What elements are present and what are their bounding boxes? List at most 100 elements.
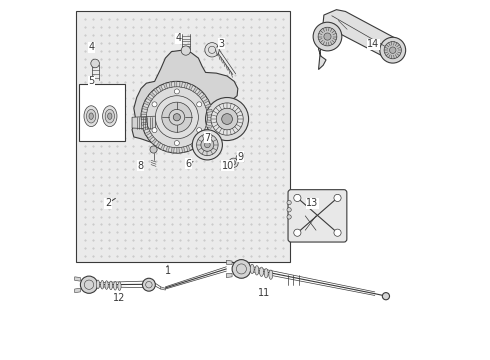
Text: 11: 11 [258, 288, 270, 298]
Circle shape [318, 27, 337, 46]
Polygon shape [171, 147, 174, 153]
Polygon shape [201, 134, 207, 138]
Text: 5: 5 [88, 76, 95, 86]
Circle shape [216, 108, 238, 130]
Circle shape [287, 201, 291, 205]
Circle shape [173, 114, 180, 121]
Ellipse shape [84, 106, 98, 127]
Circle shape [205, 42, 219, 57]
Polygon shape [184, 82, 188, 88]
Circle shape [238, 156, 241, 159]
Polygon shape [204, 129, 210, 134]
Polygon shape [226, 260, 232, 265]
Text: 12: 12 [113, 293, 125, 303]
Polygon shape [143, 127, 148, 131]
Ellipse shape [105, 281, 108, 289]
Ellipse shape [110, 118, 114, 129]
Bar [79, 84, 125, 140]
Text: 4: 4 [89, 42, 95, 52]
Circle shape [231, 161, 236, 165]
Polygon shape [161, 144, 165, 150]
Circle shape [99, 121, 117, 139]
Ellipse shape [269, 270, 273, 279]
Text: 14: 14 [368, 40, 380, 49]
Bar [76, 12, 290, 262]
Polygon shape [169, 82, 172, 87]
Polygon shape [182, 147, 185, 153]
Circle shape [152, 128, 157, 133]
Circle shape [91, 59, 99, 68]
Ellipse shape [260, 267, 264, 276]
Ellipse shape [114, 282, 117, 290]
Circle shape [192, 130, 222, 160]
Ellipse shape [255, 266, 259, 275]
Circle shape [80, 276, 98, 293]
Polygon shape [154, 88, 159, 94]
Circle shape [221, 114, 232, 125]
Polygon shape [74, 277, 80, 281]
Polygon shape [166, 146, 170, 152]
Ellipse shape [105, 109, 115, 123]
Polygon shape [198, 137, 204, 143]
Polygon shape [193, 87, 198, 93]
Polygon shape [74, 288, 80, 293]
Polygon shape [95, 121, 104, 128]
Circle shape [232, 260, 251, 278]
Polygon shape [205, 104, 211, 108]
Circle shape [93, 120, 98, 126]
Ellipse shape [97, 280, 99, 289]
Ellipse shape [87, 109, 96, 123]
Ellipse shape [89, 113, 93, 120]
Polygon shape [206, 125, 212, 128]
Polygon shape [207, 120, 213, 123]
Polygon shape [150, 92, 155, 97]
Polygon shape [207, 109, 212, 112]
Circle shape [196, 102, 202, 107]
Ellipse shape [100, 280, 104, 289]
Text: 2: 2 [105, 198, 111, 208]
Circle shape [155, 96, 198, 139]
Circle shape [380, 37, 406, 63]
Polygon shape [95, 132, 104, 138]
Polygon shape [197, 90, 202, 96]
Circle shape [196, 128, 202, 133]
Polygon shape [195, 141, 200, 146]
Ellipse shape [264, 269, 268, 278]
Text: 13: 13 [306, 198, 318, 208]
Polygon shape [164, 83, 168, 89]
Circle shape [181, 46, 191, 55]
Circle shape [93, 134, 98, 140]
Circle shape [334, 229, 341, 236]
Polygon shape [132, 116, 155, 129]
Text: 1: 1 [165, 266, 171, 276]
Polygon shape [141, 117, 147, 120]
Text: 6: 6 [186, 159, 192, 169]
Polygon shape [141, 112, 147, 114]
Circle shape [390, 47, 396, 53]
Circle shape [294, 194, 301, 202]
Polygon shape [142, 122, 147, 125]
FancyBboxPatch shape [288, 190, 347, 242]
Circle shape [313, 22, 342, 51]
Polygon shape [145, 131, 151, 136]
Circle shape [204, 142, 210, 148]
Ellipse shape [100, 118, 105, 129]
Polygon shape [189, 84, 193, 90]
Polygon shape [142, 106, 148, 110]
Circle shape [324, 33, 331, 40]
Polygon shape [147, 96, 152, 101]
Text: 4: 4 [175, 33, 182, 43]
Circle shape [196, 134, 218, 156]
Circle shape [384, 41, 401, 59]
Circle shape [236, 154, 243, 161]
Circle shape [211, 103, 243, 135]
Text: 9: 9 [237, 152, 244, 162]
Polygon shape [226, 273, 232, 278]
Polygon shape [144, 101, 150, 105]
Ellipse shape [118, 282, 121, 291]
Circle shape [174, 140, 179, 145]
Ellipse shape [105, 118, 109, 129]
Polygon shape [207, 115, 213, 117]
Circle shape [169, 109, 185, 125]
Ellipse shape [108, 113, 112, 120]
